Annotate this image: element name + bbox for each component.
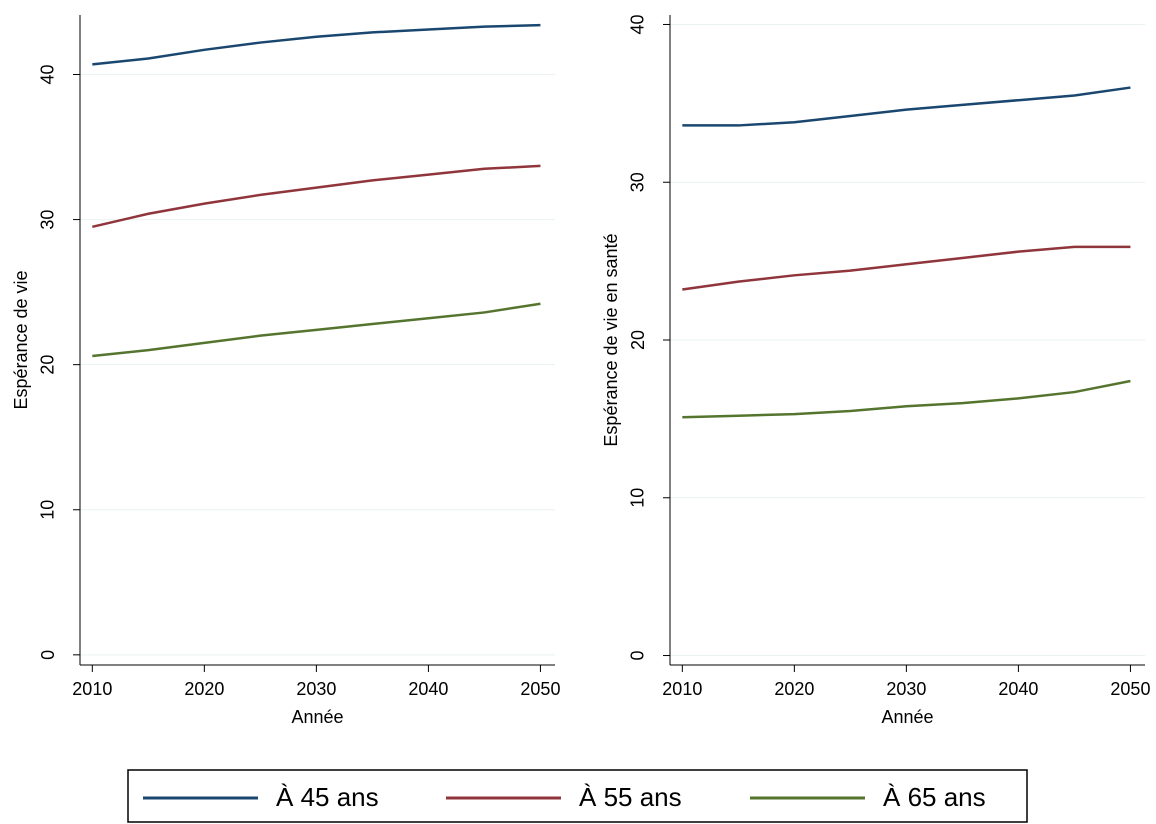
x-axis-title: Année xyxy=(291,707,343,727)
y-tick-label: 30 xyxy=(38,210,58,230)
line-series xyxy=(92,23,541,66)
x-tick-label: 2010 xyxy=(72,679,112,699)
x-tick-label: 2050 xyxy=(1110,679,1150,699)
legend-label: À 55 ans xyxy=(579,782,682,812)
x-tick-label: 2040 xyxy=(998,679,1038,699)
y-tick-label: 20 xyxy=(628,330,648,350)
y-tick-label: 30 xyxy=(628,172,648,192)
x-tick-label: 2050 xyxy=(520,679,560,699)
x-axis-title: Année xyxy=(881,707,933,727)
legend-label: À 65 ans xyxy=(883,782,986,812)
x-tick-label: 2010 xyxy=(662,679,702,699)
line-series xyxy=(682,86,1131,127)
y-axis-title: Espérance de vie en santé xyxy=(601,233,621,446)
x-tick-label: 2030 xyxy=(886,679,926,699)
y-tick-label: 0 xyxy=(628,651,648,661)
line-series xyxy=(92,302,541,358)
line-series xyxy=(682,379,1131,419)
legend-label: À 45 ans xyxy=(276,782,379,812)
y-tick-label: 10 xyxy=(628,488,648,508)
x-tick-label: 2040 xyxy=(408,679,448,699)
y-tick-label: 0 xyxy=(38,650,58,660)
y-axis-title: Espérance de vie xyxy=(11,270,31,409)
y-tick-label: 40 xyxy=(628,14,648,34)
x-tick-label: 2020 xyxy=(774,679,814,699)
x-tick-label: 2020 xyxy=(184,679,224,699)
y-tick-label: 40 xyxy=(38,64,58,84)
line-series xyxy=(92,164,541,229)
line-series xyxy=(682,245,1131,291)
legend-box xyxy=(127,769,1028,823)
y-tick-label: 20 xyxy=(38,355,58,375)
x-tick-label: 2030 xyxy=(296,679,336,699)
y-tick-label: 10 xyxy=(38,500,58,520)
